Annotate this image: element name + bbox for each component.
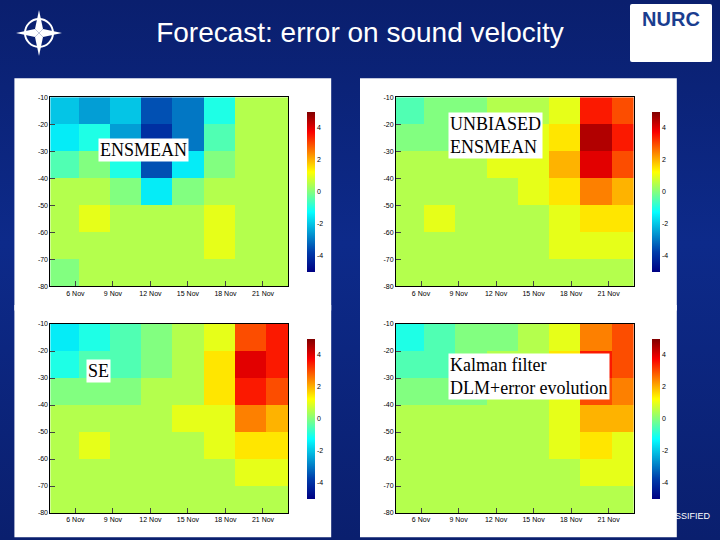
svg-text:-50: -50: [38, 428, 48, 435]
svg-text:-4: -4: [662, 479, 668, 486]
svg-text:9 Nov: 9 Nov: [449, 290, 468, 297]
svg-text:-4: -4: [317, 479, 323, 486]
svg-text:4: 4: [662, 124, 666, 131]
svg-text:-80: -80: [383, 283, 393, 290]
svg-text:-50: -50: [383, 428, 393, 435]
svg-text:UNBIASEDENSMEAN: UNBIASEDENSMEAN: [450, 114, 541, 157]
svg-text:2: 2: [317, 383, 321, 390]
svg-text:-60: -60: [38, 229, 48, 236]
svg-text:21 Nov: 21 Nov: [597, 290, 620, 297]
svg-text:6 Nov: 6 Nov: [412, 290, 431, 297]
svg-text:Forecast: error on sound veloc: Forecast: error on sound velocity: [156, 17, 564, 48]
svg-text:-40: -40: [38, 175, 48, 182]
svg-text:18 Nov: 18 Nov: [214, 290, 237, 297]
html-text:NURC: NURC: [642, 8, 700, 30]
svg-text:2: 2: [662, 156, 666, 163]
svg-text:-30: -30: [383, 374, 393, 381]
svg-text:-2: -2: [662, 220, 668, 227]
svg-text:12 Nov: 12 Nov: [485, 290, 508, 297]
svg-text:4: 4: [317, 124, 321, 131]
svg-text:15 Nov: 15 Nov: [177, 516, 200, 523]
svg-text:-30: -30: [38, 148, 48, 155]
svg-text:-2: -2: [317, 220, 323, 227]
svg-text:-40: -40: [383, 175, 393, 182]
svg-text:-80: -80: [383, 509, 393, 516]
svg-text:ASSIFIED: ASSIFIED: [669, 511, 711, 521]
svg-text:4: 4: [662, 351, 666, 358]
svg-text:9 Nov: 9 Nov: [104, 290, 123, 297]
svg-text:-2: -2: [317, 447, 323, 454]
svg-text:-70: -70: [383, 482, 393, 489]
svg-text:-60: -60: [383, 455, 393, 462]
svg-text:21 Nov: 21 Nov: [252, 516, 275, 523]
svg-text:SE: SE: [88, 361, 109, 381]
svg-text:4: 4: [317, 351, 321, 358]
svg-text:-30: -30: [383, 148, 393, 155]
svg-text:-40: -40: [38, 401, 48, 408]
svg-text:-50: -50: [38, 202, 48, 209]
svg-text:21 Nov: 21 Nov: [252, 290, 275, 297]
svg-text:12 Nov: 12 Nov: [485, 516, 508, 523]
svg-text:-20: -20: [38, 121, 48, 128]
svg-text:-20: -20: [383, 121, 393, 128]
svg-text:-10: -10: [383, 320, 393, 327]
svg-text:12 Nov: 12 Nov: [139, 516, 162, 523]
svg-text:9 Nov: 9 Nov: [449, 516, 468, 523]
svg-text:-80: -80: [38, 509, 48, 516]
svg-text:-2: -2: [662, 447, 668, 454]
svg-text:18 Nov: 18 Nov: [560, 516, 583, 523]
svg-text:2: 2: [317, 156, 321, 163]
svg-text:-4: -4: [662, 252, 668, 259]
svg-text:-10: -10: [383, 94, 393, 101]
svg-text:0: 0: [317, 188, 321, 195]
svg-text:15 Nov: 15 Nov: [522, 290, 545, 297]
svg-text:-60: -60: [38, 455, 48, 462]
svg-text:2: 2: [662, 383, 666, 390]
svg-text:0: 0: [662, 415, 666, 422]
svg-text:0: 0: [662, 188, 666, 195]
svg-text:18 Nov: 18 Nov: [214, 516, 237, 523]
svg-text:-4: -4: [317, 252, 323, 259]
svg-text:-40: -40: [383, 401, 393, 408]
svg-text:6 Nov: 6 Nov: [66, 516, 85, 523]
svg-text:-70: -70: [383, 256, 393, 263]
svg-text:-30: -30: [38, 374, 48, 381]
svg-text:9 Nov: 9 Nov: [104, 516, 123, 523]
svg-text:-70: -70: [38, 256, 48, 263]
svg-text:-20: -20: [383, 347, 393, 354]
svg-text:Kalman filterDLM+error evoluti: Kalman filterDLM+error evolution: [450, 355, 608, 398]
svg-text:-80: -80: [38, 283, 48, 290]
svg-text:12 Nov: 12 Nov: [139, 290, 162, 297]
svg-text:15 Nov: 15 Nov: [522, 516, 545, 523]
svg-text:-20: -20: [38, 347, 48, 354]
svg-text:-60: -60: [383, 229, 393, 236]
svg-text:18 Nov: 18 Nov: [560, 290, 583, 297]
svg-text:-70: -70: [38, 482, 48, 489]
svg-text:6 Nov: 6 Nov: [66, 290, 85, 297]
svg-text:-50: -50: [383, 202, 393, 209]
svg-text:-10: -10: [38, 320, 48, 327]
svg-text:-10: -10: [38, 94, 48, 101]
svg-text:0: 0: [317, 415, 321, 422]
svg-text:21 Nov: 21 Nov: [597, 516, 620, 523]
svg-text:6 Nov: 6 Nov: [412, 516, 431, 523]
svg-text:ENSMEAN: ENSMEAN: [100, 140, 187, 160]
svg-text:15 Nov: 15 Nov: [177, 290, 200, 297]
